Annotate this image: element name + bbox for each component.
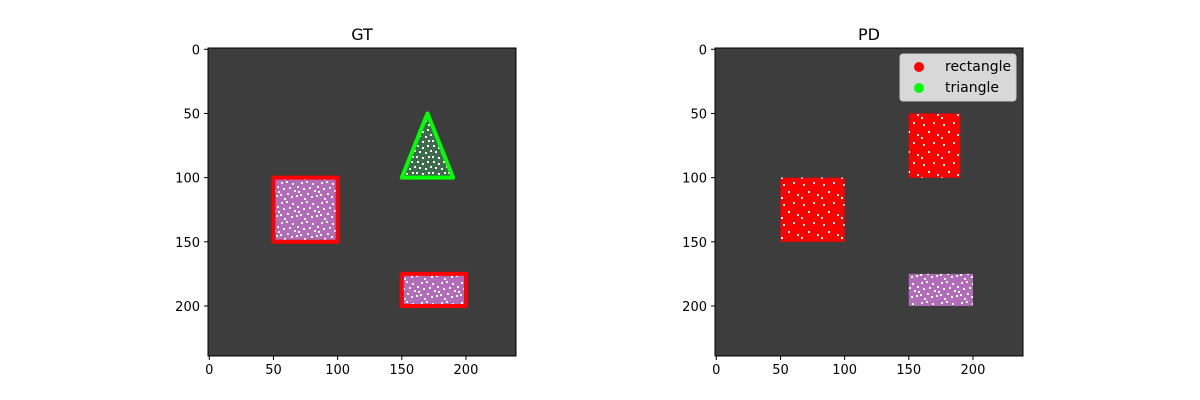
y-tick-label: 100 bbox=[175, 172, 200, 187]
rectangle-mark bbox=[908, 273, 973, 306]
y-tick-label: 50 bbox=[690, 107, 707, 122]
rectangle-mark bbox=[399, 271, 468, 308]
x-tick-label: 0 bbox=[205, 363, 213, 378]
legend-label-rectangle: rectangle bbox=[945, 59, 1011, 75]
y-axis: 0 50 100 150 200 bbox=[682, 43, 715, 315]
y-axis: 0 50 100 150 200 bbox=[175, 43, 208, 315]
shape-layer bbox=[271, 111, 468, 308]
x-tick-label: 200 bbox=[961, 363, 986, 378]
panel-title: GT bbox=[351, 25, 373, 44]
rectangle-mark bbox=[271, 175, 340, 244]
legend-marker-rectangle bbox=[914, 62, 924, 72]
x-tick-label: 150 bbox=[896, 363, 921, 378]
panel-gt: GT 0 50 100 150 200 0 50 100 150 200 bbox=[175, 25, 517, 378]
y-tick-label: 0 bbox=[699, 43, 707, 58]
rectangle-mark bbox=[780, 177, 845, 242]
triangle-mark bbox=[399, 111, 456, 180]
rectangle-mark bbox=[908, 113, 961, 178]
x-axis: 0 50 100 150 200 bbox=[712, 356, 985, 378]
y-tick-label: 50 bbox=[183, 107, 200, 122]
x-tick-label: 0 bbox=[712, 363, 720, 378]
x-tick-label: 200 bbox=[454, 363, 479, 378]
x-axis: 0 50 100 150 200 bbox=[205, 356, 478, 378]
y-tick-label: 0 bbox=[192, 43, 200, 58]
y-tick-label: 200 bbox=[682, 300, 707, 315]
shape-layer bbox=[780, 113, 973, 306]
legend-marker-triangle bbox=[914, 83, 924, 93]
y-tick-label: 150 bbox=[175, 236, 200, 251]
legend-box bbox=[899, 53, 1017, 102]
x-tick-label: 50 bbox=[265, 363, 282, 378]
x-tick-label: 100 bbox=[832, 363, 857, 378]
x-tick-label: 100 bbox=[325, 363, 350, 378]
y-tick-label: 150 bbox=[682, 236, 707, 251]
y-tick-label: 100 bbox=[682, 172, 707, 187]
plot-area bbox=[207, 47, 517, 357]
x-tick-label: 50 bbox=[772, 363, 789, 378]
x-tick-label: 150 bbox=[389, 363, 414, 378]
panel-title: PD bbox=[858, 25, 880, 44]
legend-label-triangle: triangle bbox=[945, 80, 999, 96]
panel-pd: PD 0 50 100 150 200 0 50 100 150 200 rectangle t… bbox=[682, 25, 1024, 378]
y-tick-label: 200 bbox=[175, 300, 200, 315]
legend: rectangle triangle bbox=[899, 53, 1017, 102]
